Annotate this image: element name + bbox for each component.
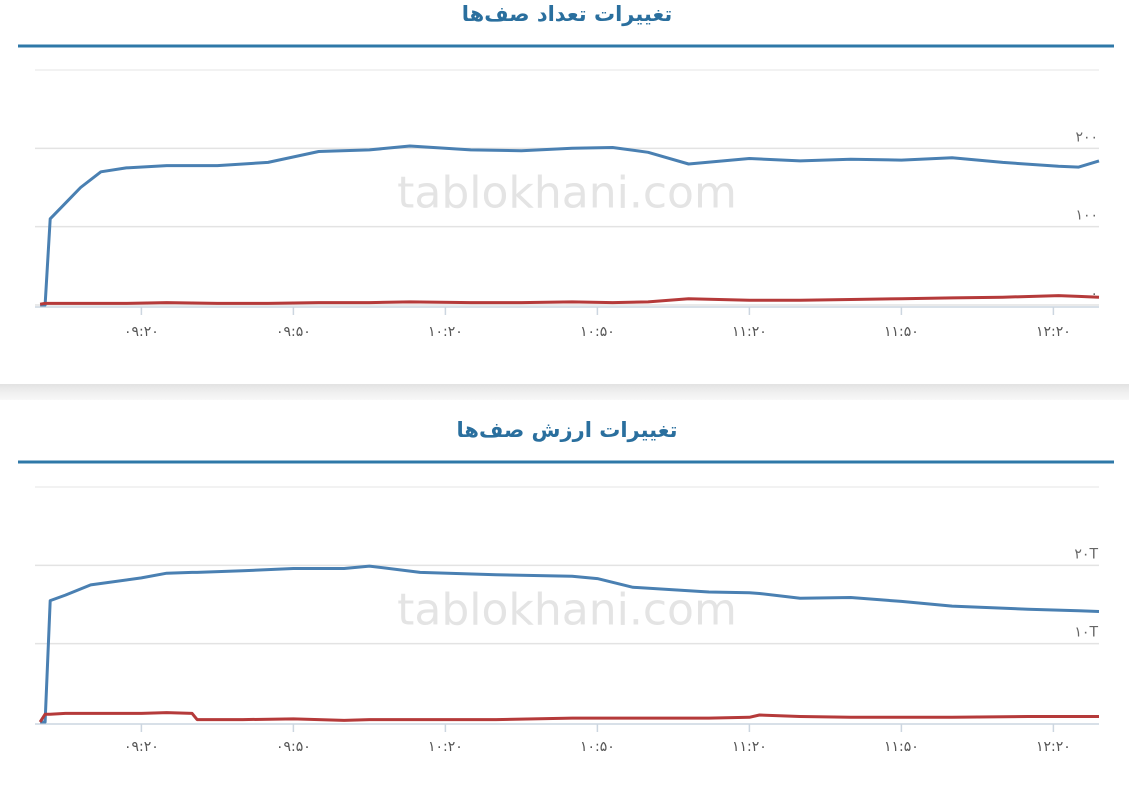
x-tick-label: ۰۹:۲۰ — [124, 324, 159, 340]
x-tick-label: ۱۰:۵۰ — [580, 324, 615, 340]
x-tick-label: ۰۹:۵۰ — [276, 739, 311, 755]
x-tick-label: ۱۱:۵۰ — [884, 739, 919, 755]
chart-title: تغییرات تعداد صف‌ها — [462, 2, 672, 26]
x-tick-label: ۰۹:۵۰ — [276, 324, 311, 340]
x-tick-label: ۱۲:۲۰ — [1036, 324, 1071, 340]
x-tick-label: ۱۱:۲۰ — [732, 324, 767, 340]
x-tick-label: ۰۹:۲۰ — [124, 739, 159, 755]
x-tick-label: ۱۰:۲۰ — [428, 324, 463, 340]
y-tick-label: ۱۰۰ — [1075, 208, 1098, 224]
y-tick-label: ۰ — [1090, 286, 1098, 302]
series-line — [39, 294, 1100, 306]
series-line — [38, 711, 1099, 723]
y-tick-label: ۲۰T — [1074, 546, 1098, 562]
y-tick-label: ۱۰T — [1074, 625, 1098, 641]
watermark: tablokhani.com — [397, 168, 737, 219]
x-tick-label: ۱۰:۵۰ — [580, 739, 615, 755]
series-line — [40, 144, 1100, 307]
x-tick-label: ۱۲:۲۰ — [1036, 739, 1071, 755]
x-tick-label: ۱۱:۵۰ — [884, 324, 919, 340]
watermark: tablokhani.com — [397, 585, 737, 636]
card-separator — [0, 384, 1129, 400]
chart-title: تغییرات ارزش صف‌ها — [457, 418, 678, 442]
x-tick-label: ۱۰:۲۰ — [428, 739, 463, 755]
series-line — [40, 564, 1100, 724]
y-tick-label: ۲۰۰ — [1075, 129, 1098, 145]
x-tick-label: ۱۱:۲۰ — [732, 739, 767, 755]
